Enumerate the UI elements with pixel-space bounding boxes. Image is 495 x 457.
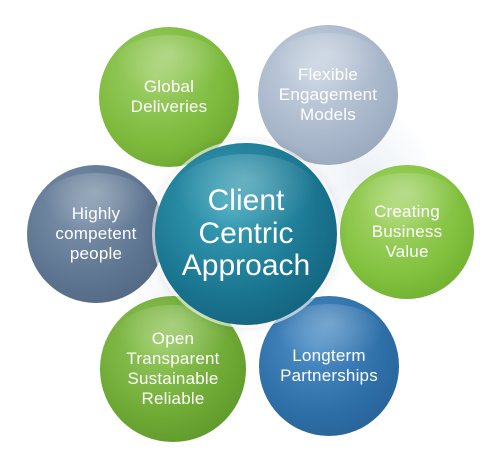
node-label: Longterm Partnerships	[280, 345, 378, 385]
node-label: Flexible Engagement Models	[278, 64, 378, 125]
center-node-client-centric-approach: Client Centric Approach	[155, 143, 337, 325]
node-label: Creating Business Value	[371, 201, 443, 262]
node-flexible-engagement-models: Flexible Engagement Models	[258, 25, 398, 165]
center-label: Client Centric Approach	[181, 184, 311, 283]
node-label: Highly competent people	[55, 203, 137, 264]
node-global-deliveries: Global Deliveries	[99, 27, 239, 167]
node-creating-business-value: Creating Business Value	[340, 165, 474, 299]
node-label: Global Deliveries	[130, 76, 208, 116]
node-highly-competent-people: Highly competent people	[27, 165, 165, 303]
node-label: Open Transparent Sustainable Reliable	[126, 328, 220, 409]
